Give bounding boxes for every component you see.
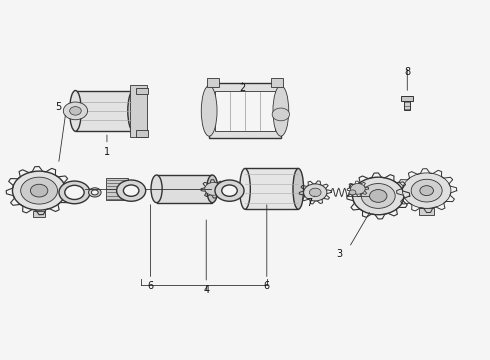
Circle shape xyxy=(272,108,290,121)
Circle shape xyxy=(30,184,48,197)
Circle shape xyxy=(117,180,146,201)
Text: 5: 5 xyxy=(55,102,62,112)
Bar xyxy=(106,177,128,200)
Circle shape xyxy=(12,171,66,210)
Circle shape xyxy=(420,186,434,195)
Bar xyxy=(401,96,413,101)
Circle shape xyxy=(402,173,451,208)
Text: 6: 6 xyxy=(264,281,270,291)
Ellipse shape xyxy=(70,90,81,131)
Circle shape xyxy=(352,177,404,215)
Bar xyxy=(271,78,283,87)
Circle shape xyxy=(65,185,84,199)
Circle shape xyxy=(349,190,356,195)
Circle shape xyxy=(92,190,98,195)
Circle shape xyxy=(304,184,327,201)
Text: 7: 7 xyxy=(306,198,313,208)
Text: 2: 2 xyxy=(240,83,245,93)
Ellipse shape xyxy=(273,86,289,136)
Bar xyxy=(157,175,212,203)
Bar xyxy=(207,78,219,87)
Bar xyxy=(215,91,275,131)
Bar xyxy=(136,130,148,136)
Bar xyxy=(209,84,281,138)
Text: 6: 6 xyxy=(147,281,153,291)
Bar xyxy=(75,90,134,131)
Bar xyxy=(136,88,148,94)
Circle shape xyxy=(70,107,81,115)
Circle shape xyxy=(63,102,88,120)
Circle shape xyxy=(215,180,244,201)
Ellipse shape xyxy=(151,175,162,203)
Circle shape xyxy=(123,185,139,196)
Circle shape xyxy=(361,184,395,208)
Circle shape xyxy=(369,190,387,202)
Bar xyxy=(130,85,147,136)
Bar xyxy=(245,168,298,209)
Bar xyxy=(419,208,434,215)
Circle shape xyxy=(89,188,101,197)
Bar xyxy=(33,211,45,217)
Circle shape xyxy=(205,183,222,195)
Text: 3: 3 xyxy=(337,249,343,260)
Circle shape xyxy=(351,184,365,194)
Ellipse shape xyxy=(128,90,139,131)
Circle shape xyxy=(222,185,237,196)
Ellipse shape xyxy=(293,168,304,209)
Text: 4: 4 xyxy=(203,285,209,295)
Ellipse shape xyxy=(201,86,217,136)
Circle shape xyxy=(309,188,321,197)
Circle shape xyxy=(411,179,442,202)
Bar xyxy=(404,101,410,110)
Text: 1: 1 xyxy=(104,147,110,157)
Circle shape xyxy=(21,177,57,204)
Ellipse shape xyxy=(240,168,250,209)
Text: 8: 8 xyxy=(404,67,410,77)
Ellipse shape xyxy=(207,175,218,203)
Circle shape xyxy=(59,181,90,204)
